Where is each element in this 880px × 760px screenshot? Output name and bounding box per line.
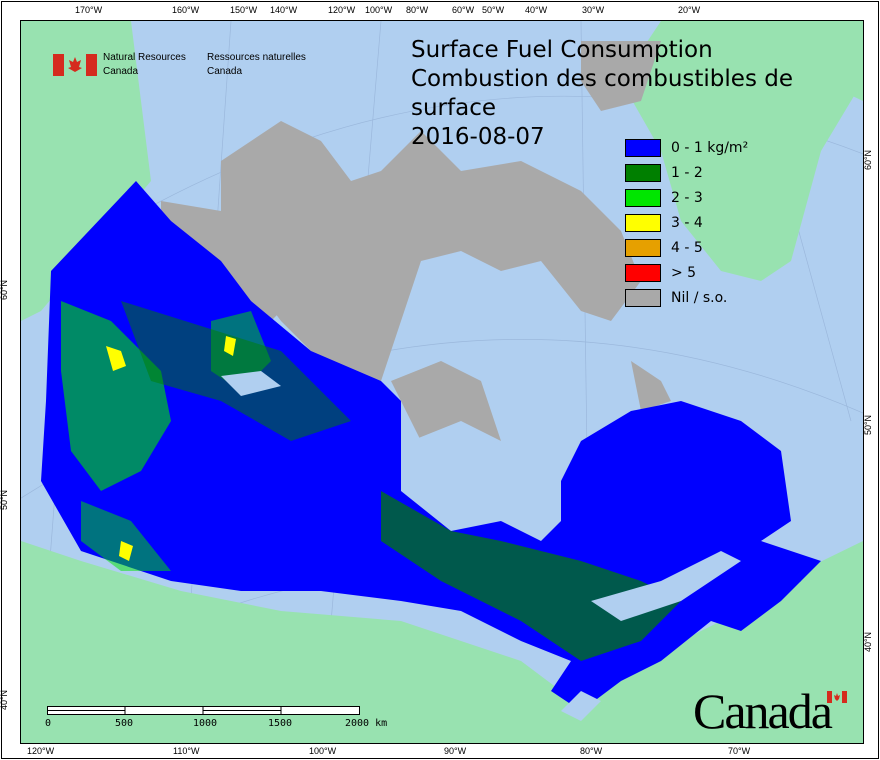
graticule-label: 30°W — [582, 5, 605, 15]
legend-swatch — [625, 213, 661, 232]
legend-label: 2 - 3 — [671, 189, 703, 206]
graticule-label: 40°N — [0, 689, 10, 711]
legend-label: Nil / s.o. — [671, 289, 728, 306]
legend-label: 0 - 1 kg/m² — [671, 139, 749, 156]
graticule-label: 40°N — [863, 631, 874, 653]
dept-fr-line1: Ressources naturelles — [207, 52, 306, 63]
graticule-label: 80°W — [580, 746, 603, 756]
dept-fr-line2: Canada — [207, 66, 243, 77]
legend-item: 3 - 4 — [625, 210, 748, 235]
graticule-label: 100°W — [365, 5, 393, 15]
graticule-label: 110°W — [173, 746, 200, 756]
graticule-label: 120°W — [27, 746, 55, 756]
graticule-label: 80°W — [406, 5, 429, 15]
graticule-label: 140°W — [270, 5, 298, 15]
scale-bar — [47, 706, 360, 715]
canada-wordmark: Canada — [693, 683, 833, 739]
wordmark-flag-icon — [827, 691, 847, 703]
graticule-label: 60°N — [0, 279, 10, 301]
graticule-label: 170°W — [75, 5, 103, 15]
dept-en-line2: Canada — [103, 66, 139, 77]
fuel-consumption-raster — [41, 181, 821, 711]
legend-item: 4 - 5 — [625, 235, 748, 260]
legend-swatch — [625, 288, 661, 307]
legend-swatch — [625, 188, 661, 207]
graticule-label: 150°W — [230, 5, 258, 15]
graticule-label: 50°N — [863, 414, 874, 436]
title-fr: Combustion des combustibles de surface — [411, 66, 793, 121]
foreign-land — [21, 21, 863, 743]
legend-label: > 5 — [671, 264, 697, 281]
canada-flag-icon — [53, 54, 97, 76]
graticule-label: 160°W — [172, 5, 200, 15]
map-frame: Natural Resources Canada Ressources natu… — [20, 20, 864, 744]
graticule-label: 60°W — [452, 5, 475, 15]
graticule-label: 50°N — [0, 489, 10, 511]
legend-item: 0 - 1 kg/m² — [625, 135, 748, 160]
scale-label: 500 — [115, 718, 134, 729]
scale-label: 1500 — [268, 718, 293, 729]
graticule-label: 60°N — [863, 149, 874, 171]
legend-label: 4 - 5 — [671, 239, 703, 256]
title-en: Surface Fuel Consumption — [411, 37, 713, 63]
scale-label: 2000 km — [345, 718, 388, 729]
legend-label: 3 - 4 — [671, 214, 703, 231]
graticule-label: 40°W — [525, 5, 548, 15]
map-canvas — [21, 21, 863, 743]
legend-item: 2 - 3 — [625, 185, 748, 210]
graticule-label: 100°W — [309, 746, 337, 756]
scale-label: 1000 — [193, 718, 218, 729]
legend-item: Nil / s.o. — [625, 285, 748, 310]
legend-item: > 5 — [625, 260, 748, 285]
water-bodies — [221, 371, 741, 721]
title-date: 2016-08-07 — [411, 124, 545, 150]
graticule-label: 50°W — [482, 5, 505, 15]
graticule-label: 90°W — [444, 746, 467, 756]
legend-label: 1 - 2 — [671, 164, 703, 181]
legend-swatch — [625, 138, 661, 157]
legend-swatch — [625, 163, 661, 182]
map-title: Surface Fuel Consumption Combustion des … — [411, 36, 880, 152]
graticule-label: 120°W — [328, 5, 356, 15]
legend-item: 1 - 2 — [625, 160, 748, 185]
scale-label: 0 — [45, 718, 52, 729]
graticule-label: 70°W — [728, 746, 751, 756]
graticule-label: 20°W — [678, 5, 701, 15]
legend: 0 - 1 kg/m² 1 - 2 2 - 3 3 - 4 4 - 5 > 5 Nil / … — [625, 135, 748, 310]
legend-swatch — [625, 238, 661, 257]
legend-swatch — [625, 263, 661, 282]
dept-en-line1: Natural Resources — [103, 52, 186, 63]
